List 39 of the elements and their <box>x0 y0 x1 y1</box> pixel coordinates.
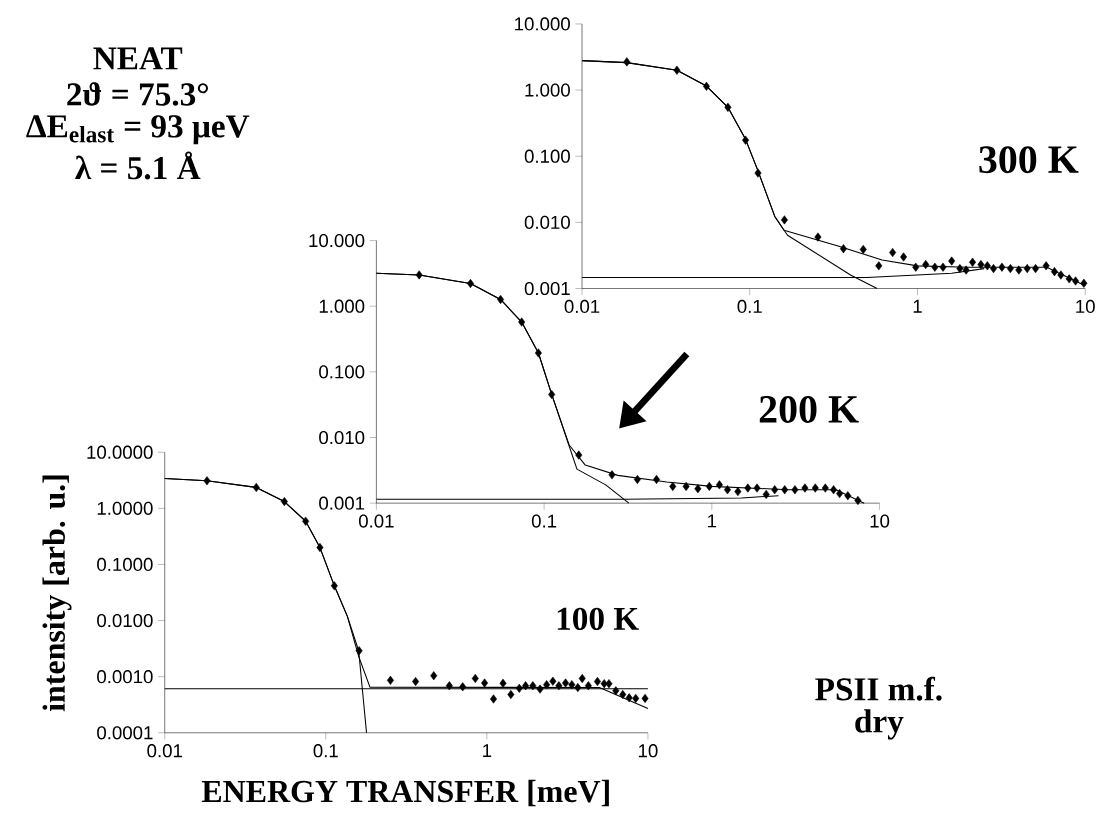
y-tick-label: 1.000 <box>319 299 365 314</box>
x-axis-title: ENERGY TRANSFER [meV] <box>201 779 609 807</box>
y-axis-title: intensity [arb. u.] <box>42 475 72 712</box>
y-tick-label: 0.010 <box>319 431 365 445</box>
text: ΔE$_{elast}$ = 93 μeV <box>26 115 250 145</box>
y-tick-label: 1.0000 <box>97 501 153 516</box>
x-tick-label: 10 <box>870 514 890 528</box>
x-tick-label: 1 <box>483 744 492 758</box>
y-tick-label: 0.1000 <box>97 558 153 572</box>
x-tick-label: 10 <box>638 744 658 758</box>
y-tick-label: 0.001 <box>524 282 570 296</box>
y-tick-label: 0.001 <box>319 496 365 510</box>
annotation: 300 K <box>979 146 1079 174</box>
y-tick-label: 0.100 <box>319 365 365 379</box>
text: dry <box>855 709 904 740</box>
y-tick-label: 0.0010 <box>97 670 153 684</box>
y-tick-label: 0.010 <box>524 215 570 230</box>
x-tick-label: 0.01 <box>564 300 600 314</box>
x-tick-label: 1 <box>913 300 922 313</box>
x-tick-label: 0.01 <box>147 744 182 758</box>
x-tick-label: 10 <box>1076 300 1095 314</box>
annotation: 200 K <box>759 396 859 424</box>
y-tick-label: 0.0100 <box>97 614 153 628</box>
x-tick-label: 0.1 <box>737 300 762 314</box>
text: 2ϑ = 75.3° <box>67 82 208 107</box>
x-tick-label: 0.01 <box>358 514 394 528</box>
y-tick-label: 1.000 <box>525 83 570 97</box>
text: λ = 5.1 Å <box>75 151 201 180</box>
x-tick-label: 0.1 <box>531 514 557 528</box>
text: NEAT <box>93 47 183 70</box>
y-tick-label: 10.0000 <box>87 445 153 460</box>
annotation: 100 K <box>557 607 639 631</box>
y-tick-label: 10.000 <box>309 234 365 248</box>
text: PSII m.f. <box>815 676 942 701</box>
x-tick-label: 1 <box>708 514 717 528</box>
y-tick-label: 0.0001 <box>97 726 153 740</box>
y-tick-label: 10.000 <box>515 17 570 31</box>
x-tick-label: 0.1 <box>313 744 338 758</box>
y-tick-label: 0.100 <box>524 149 570 164</box>
